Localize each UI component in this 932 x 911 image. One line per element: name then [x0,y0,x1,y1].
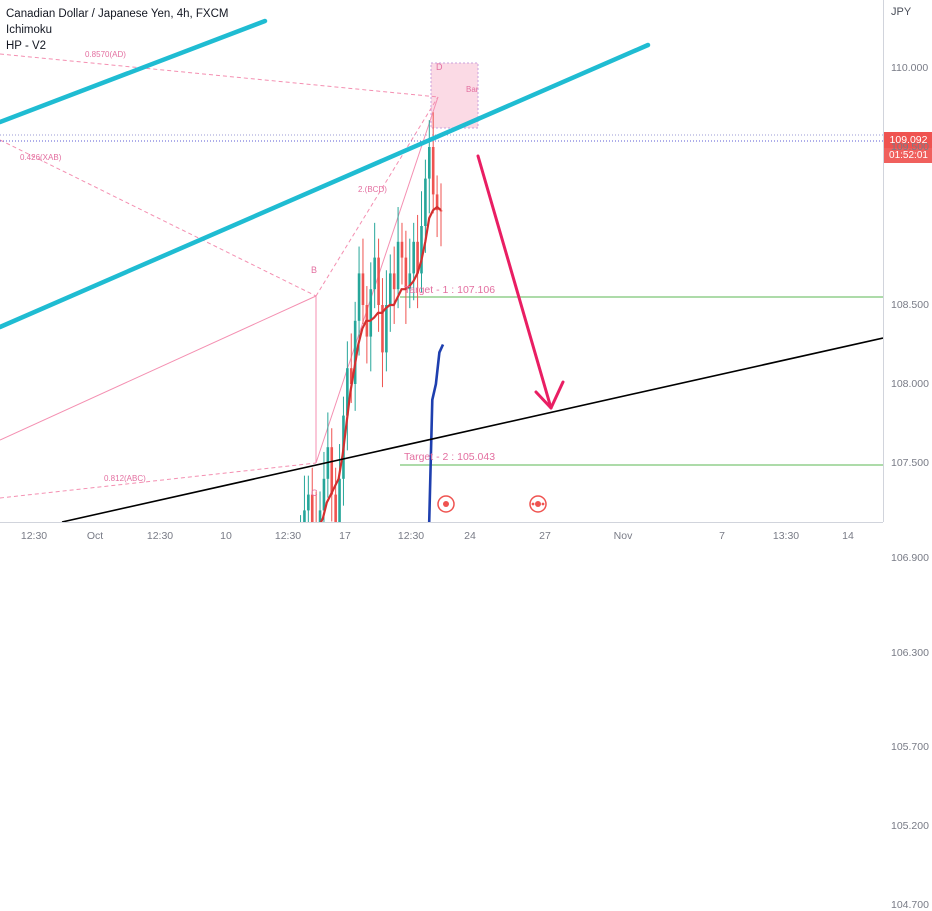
candle-body [361,273,365,305]
candle-body [400,241,404,258]
time-tick: Oct [86,530,104,542]
bar-countdown: 01:52:01 [884,148,932,163]
point-b-label: B [311,265,318,275]
time-tick: 12:30 [397,530,425,542]
candle-body [338,478,341,522]
indicator-hp[interactable]: HP - V2 [6,40,47,52]
candles [300,112,443,522]
candle-body [373,257,376,290]
candle-body [381,305,384,353]
price-tick: 107.500 [891,457,929,469]
time-tick: 24 [464,530,476,542]
candle-body [310,494,314,522]
fib-abc-label: 0.812(ABC) [104,474,146,483]
time-axis[interactable]: 12:30 Oct 12:30 10 12:30 17 12:30 24 27 Nov 7 13:30… [0,522,883,551]
time-tick: 13:30 [772,530,800,542]
last-price-tag: 109.092 [884,132,932,148]
candle-body [377,257,380,305]
time-tick: 27 [539,530,551,542]
candle-body [322,478,326,511]
harmonic-pattern [0,53,439,499]
candle-body [431,147,435,195]
candle-body [416,241,419,274]
time-tick: 12:30 [20,530,48,542]
time-tick: 12:30 [146,530,174,542]
time-tick: Nov [613,530,633,542]
candle-body [420,226,423,274]
candle-body [357,273,361,321]
fib-bcd-label: 2.(BCD) [358,185,387,194]
time-tick: 10 [220,530,232,542]
candle-body [408,273,412,290]
price-tick: 105.700 [891,741,929,754]
time-tick: 12:30 [274,530,302,542]
time-tick: 14 [842,530,854,542]
price-tick: 109.500 [891,141,929,153]
pattern-box [430,62,479,129]
candle-body [346,368,349,416]
candle-body [385,305,388,353]
candle-body [435,194,439,211]
time-tick: 7 [719,530,725,542]
currency-label: JPY [891,6,912,18]
candle-body [439,210,443,212]
target1-label: Target - 1 : 107.106 [404,284,496,296]
candle-body [353,320,357,384]
candle-body [388,273,392,305]
fib-ad-label: 0.8570(AD) [85,50,126,59]
candle-body [334,494,337,522]
price-tick: 108.500 [891,299,929,311]
candle-body [349,368,353,384]
point-d-label: D [436,62,443,72]
forecast-arrow [476,154,565,410]
candle-body [318,510,322,522]
time-tick: 17 [339,530,351,542]
candle-body [307,494,310,511]
price-tick: 105.200 [891,820,929,833]
support-line [61,337,883,522]
candle-body [303,510,306,522]
tenkan-line [319,205,442,522]
candle-body [424,178,427,226]
point-c-label: C [311,488,318,498]
chart-legend: Canadian Dollar / Japanese Yen, 4h, FXCM… [6,6,228,54]
chart-plot[interactable] [0,0,883,522]
price-tick: 106.300 [891,646,929,659]
symbol-title[interactable]: Canadian Dollar / Japanese Yen, 4h, FXCM [6,8,229,20]
event-icon [529,495,547,513]
event-icon [437,495,455,513]
fib-xab-label: 0.426(XAB) [20,153,62,162]
indicator-ichimoku[interactable]: Ichimoku [6,24,53,36]
candle-body [369,289,373,337]
channel-lower-line [0,42,651,330]
candle-body [427,147,431,179]
kijun-line [427,343,445,522]
target2-label: Target - 2 : 105.043 [404,451,496,463]
box-label: Bar [466,85,479,94]
price-tick: 110.000 [891,62,929,74]
price-axis[interactable]: JPY 109.092 01:52:01 110.500110.000109.5… [883,0,932,911]
candle-body [392,273,396,290]
price-tick: 104.700 [891,899,929,911]
price-tick: 106.900 [891,551,929,564]
price-tick: 108.000 [891,378,929,390]
candle-body [330,447,334,495]
candle-body [396,241,400,290]
candle-body [404,257,408,290]
channel-upper-line [0,18,268,125]
candle-body [412,241,415,274]
